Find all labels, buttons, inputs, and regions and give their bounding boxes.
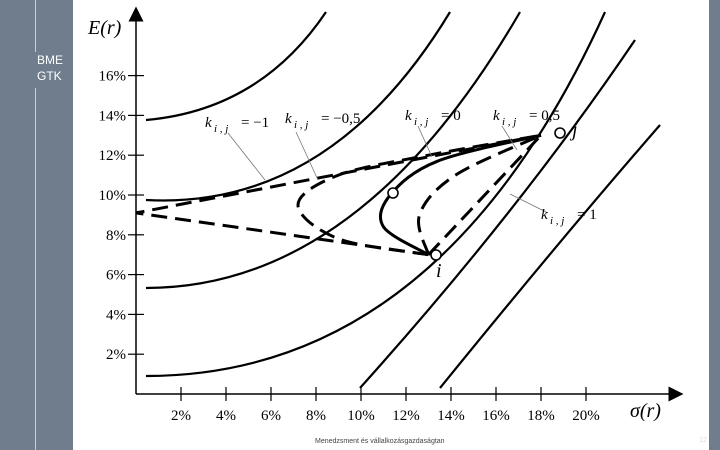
x-tick-label: 12% — [392, 408, 420, 424]
annotation-subscript: i , j — [502, 116, 516, 128]
x-tick-label: 6% — [261, 408, 281, 424]
x-tick-label: 14% — [437, 408, 465, 424]
annotation-subscript: i , j — [414, 116, 428, 128]
annotation-symbol: k — [405, 108, 412, 124]
indifference-curve-4 — [145, 11, 607, 378]
point-j-label: j — [569, 119, 578, 141]
y-tick-label: 4% — [106, 307, 126, 323]
y-tick-label: 12% — [99, 148, 127, 164]
x-tick-label: 10% — [347, 408, 375, 424]
point-markers — [387, 127, 566, 261]
x-tick-label: 8% — [306, 408, 326, 424]
y-axis-ticks: 2% 4% 6% 8% 10% 12% 14% 16% — [99, 69, 144, 363]
y-tick-label: 16% — [99, 69, 127, 85]
footer-course-title: Menedzsment és vállalkozásgazdaságtan — [315, 438, 445, 445]
x-axis-title: σ(r) — [630, 400, 661, 422]
x-tick-label: 4% — [216, 408, 236, 424]
series-corr-minus-0-5 — [296, 133, 542, 257]
annotation-leaders — [227, 125, 549, 214]
annotation-symbol: k — [541, 207, 548, 223]
y-tick-label: 8% — [106, 228, 126, 244]
annotation-value: = 0 — [441, 108, 461, 124]
leader-k-minus-1 — [227, 132, 266, 181]
point-j-marker — [554, 127, 566, 139]
leader-k-05 — [501, 125, 518, 151]
indifference-curve-1 — [145, 11, 327, 122]
annotation-subscript: i , j — [294, 119, 308, 131]
annotation-subscript: i , j — [550, 215, 564, 227]
leader-k-minus-05 — [295, 131, 319, 181]
indifference-curve-2 — [145, 11, 451, 202]
series-corr-minus-1 — [135, 133, 542, 257]
annotation-symbol: k — [205, 115, 212, 131]
min-variance-marker — [387, 187, 399, 199]
y-tick-label: 2% — [106, 347, 126, 363]
right-sidebar-band — [709, 0, 720, 450]
series-corr-0-5 — [417, 133, 542, 256]
annotation-value: = 0,5 — [529, 108, 560, 124]
series-corr-1 — [427, 134, 543, 256]
y-tick-label: 6% — [106, 268, 126, 284]
institution-logo: BME GTK — [35, 52, 71, 88]
leader-k-0 — [417, 125, 433, 158]
logo-line-1: BME — [37, 53, 64, 67]
point-i-marker — [430, 249, 442, 261]
x-axis-ticks: 2% 4% 6% 8% 10% 12% 14% 16% 18% 20% — [171, 387, 600, 424]
annotation-value: = −0,5 — [321, 111, 360, 127]
annotation-symbol: k — [493, 108, 500, 124]
indifference-curve-5 — [359, 39, 636, 389]
left-sidebar-divider — [35, 0, 36, 450]
point-i-label: i — [436, 260, 442, 282]
y-axis-title: E(r) — [87, 17, 122, 39]
y-tick-label: 10% — [99, 188, 127, 204]
correlation-series — [135, 133, 543, 257]
x-tick-label: 18% — [527, 408, 555, 424]
x-tick-label: 16% — [482, 408, 510, 424]
indifference-curve-6 — [439, 124, 661, 389]
page-number: 12 — [699, 437, 707, 444]
annotation-subscript: i , j — [214, 123, 228, 135]
indifference-curve-3 — [145, 11, 521, 290]
logo-line-2: GTK — [37, 69, 62, 83]
leader-k-1 — [509, 193, 549, 214]
x-tick-label: 20% — [572, 408, 600, 424]
indifference-curves — [145, 11, 661, 389]
annotation-value: = 1 — [577, 207, 597, 223]
x-tick-label: 2% — [171, 408, 191, 424]
annotation-symbol: k — [285, 111, 292, 127]
y-tick-label: 14% — [99, 108, 127, 124]
annotation-value: = −1 — [241, 115, 269, 131]
